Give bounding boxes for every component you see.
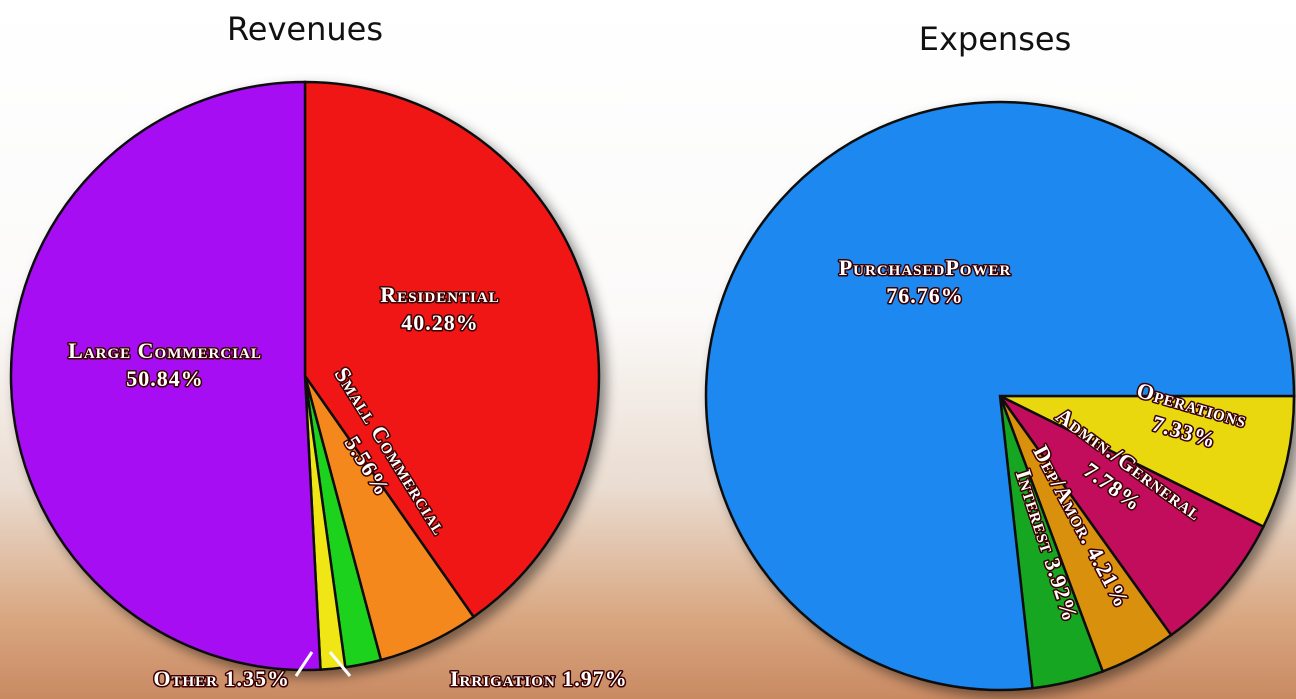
chart: Revenues Expenses Residential40.28%Small… — [0, 0, 1296, 699]
slice-name: Large Commercial — [68, 338, 262, 363]
slice-name: Irrigation — [450, 666, 556, 691]
slice-name: Other — [153, 666, 218, 691]
slice-label: Irrigation 1.97% — [450, 666, 628, 691]
chart-title: Revenues — [227, 10, 383, 48]
slice-label-text: Other 1.35% — [153, 666, 290, 691]
slice-value: 50.84% — [126, 366, 204, 391]
chart-title: Expenses — [919, 20, 1071, 58]
slice-value: 1.97% — [562, 666, 628, 691]
page: {"chart_data": [ {"type": "pie", "title"… — [0, 0, 1296, 699]
slice-label-text: Irrigation 1.97% — [450, 666, 628, 691]
slice-label: Other 1.35% — [153, 666, 290, 691]
slice-value: 1.35% — [225, 666, 291, 691]
slice-name: Residential — [380, 282, 499, 307]
pie — [11, 82, 599, 670]
slice-name: PurchasedPower — [839, 255, 1012, 280]
slice-value: 76.76% — [886, 283, 964, 308]
slice-value: 40.28% — [401, 310, 479, 335]
